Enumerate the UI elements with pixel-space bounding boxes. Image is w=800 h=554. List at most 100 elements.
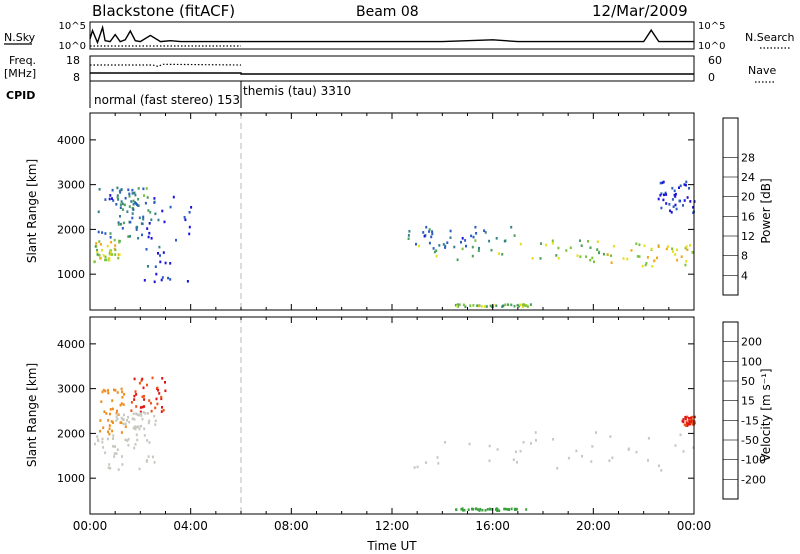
data-cell <box>99 256 102 260</box>
data-cell <box>131 192 134 195</box>
data-cell <box>477 508 480 511</box>
colorbar-tick-label: 28 <box>741 151 755 164</box>
data-cell <box>431 230 434 233</box>
data-cell <box>609 435 612 438</box>
xtick-label: 04:00 <box>173 519 208 533</box>
data-cell <box>490 248 493 252</box>
data-cell <box>110 240 113 244</box>
data-cell <box>107 466 110 470</box>
data-cell <box>138 216 141 220</box>
data-cell <box>483 305 486 308</box>
data-cell <box>678 186 680 189</box>
data-cell <box>692 206 695 209</box>
data-cell <box>104 451 107 455</box>
data-cell <box>480 305 483 308</box>
data-cell <box>141 222 144 226</box>
data-cell <box>557 256 560 260</box>
xtick-label: 20:00 <box>576 519 611 533</box>
nave-ytick-right-bottom: 0 <box>708 71 715 84</box>
data-cell <box>672 250 674 253</box>
data-cell <box>127 443 130 447</box>
data-cell <box>676 248 678 252</box>
data-cell <box>469 304 472 307</box>
data-cell <box>117 198 120 201</box>
data-cell <box>155 397 158 401</box>
data-cell <box>113 388 115 392</box>
colorbar-tick-label: 100 <box>741 355 762 368</box>
data-cell <box>98 253 101 257</box>
data-cell <box>117 468 120 471</box>
data-cell <box>111 407 114 411</box>
data-cell <box>133 191 136 195</box>
data-cell <box>647 437 650 440</box>
data-cell <box>460 508 463 511</box>
data-cell <box>164 381 166 384</box>
data-cell <box>99 243 102 246</box>
data-cell <box>611 456 614 460</box>
data-cell <box>136 438 139 442</box>
data-cell <box>488 444 491 448</box>
data-cell <box>638 255 641 258</box>
time-axis-label: Time UT <box>366 539 417 553</box>
data-cell <box>163 220 166 224</box>
data-cell <box>590 460 593 463</box>
data-cell <box>128 192 131 196</box>
data-cell <box>461 507 464 510</box>
data-cell <box>477 249 480 252</box>
data-cell <box>516 303 519 307</box>
data-cell <box>596 248 599 251</box>
data-cell <box>522 441 525 444</box>
data-cell <box>135 412 138 416</box>
data-cell <box>119 206 122 209</box>
data-cell <box>643 244 646 248</box>
data-cell <box>190 206 193 209</box>
data-cell <box>596 240 599 243</box>
data-cell <box>449 236 452 239</box>
data-cell <box>155 272 158 276</box>
power-data-cells <box>93 180 696 309</box>
data-cell <box>111 253 114 256</box>
data-cell <box>154 406 157 410</box>
data-cell <box>593 260 595 264</box>
data-cell <box>496 509 499 512</box>
noise-ytick-right-bottom: 10^0 <box>698 41 725 52</box>
data-cell <box>526 305 529 308</box>
power-colorbar-label: Power [dB] <box>759 178 773 243</box>
data-cell <box>540 242 542 245</box>
data-cell <box>557 246 560 250</box>
data-cell <box>453 245 456 249</box>
data-cell <box>556 467 559 470</box>
data-cell <box>407 234 410 237</box>
data-cell <box>106 244 109 248</box>
data-cell <box>437 462 440 465</box>
data-cell <box>158 245 161 249</box>
data-cell <box>464 239 467 242</box>
data-cell <box>484 509 487 512</box>
data-cell <box>689 200 692 203</box>
data-cell <box>133 446 136 450</box>
data-cell <box>525 508 528 511</box>
data-cell <box>101 231 104 234</box>
data-cell <box>514 450 517 454</box>
data-cell <box>626 257 629 261</box>
data-cell <box>130 200 133 203</box>
velocity-panel-background <box>90 317 694 514</box>
data-cell <box>137 197 140 201</box>
data-cell <box>148 399 151 402</box>
data-cell <box>128 420 131 424</box>
data-cell <box>153 201 156 204</box>
data-cell <box>663 193 665 197</box>
data-cell <box>519 449 522 453</box>
data-cell <box>145 460 148 463</box>
data-cell <box>137 413 140 417</box>
data-cell <box>444 246 447 249</box>
data-cell <box>147 235 150 239</box>
data-cell <box>109 466 112 470</box>
data-cell <box>142 215 145 219</box>
data-cell <box>107 419 110 422</box>
data-cell <box>143 194 145 197</box>
data-cell <box>121 463 124 466</box>
data-cell <box>184 218 187 222</box>
data-cell <box>661 181 664 185</box>
data-cell <box>444 441 447 444</box>
